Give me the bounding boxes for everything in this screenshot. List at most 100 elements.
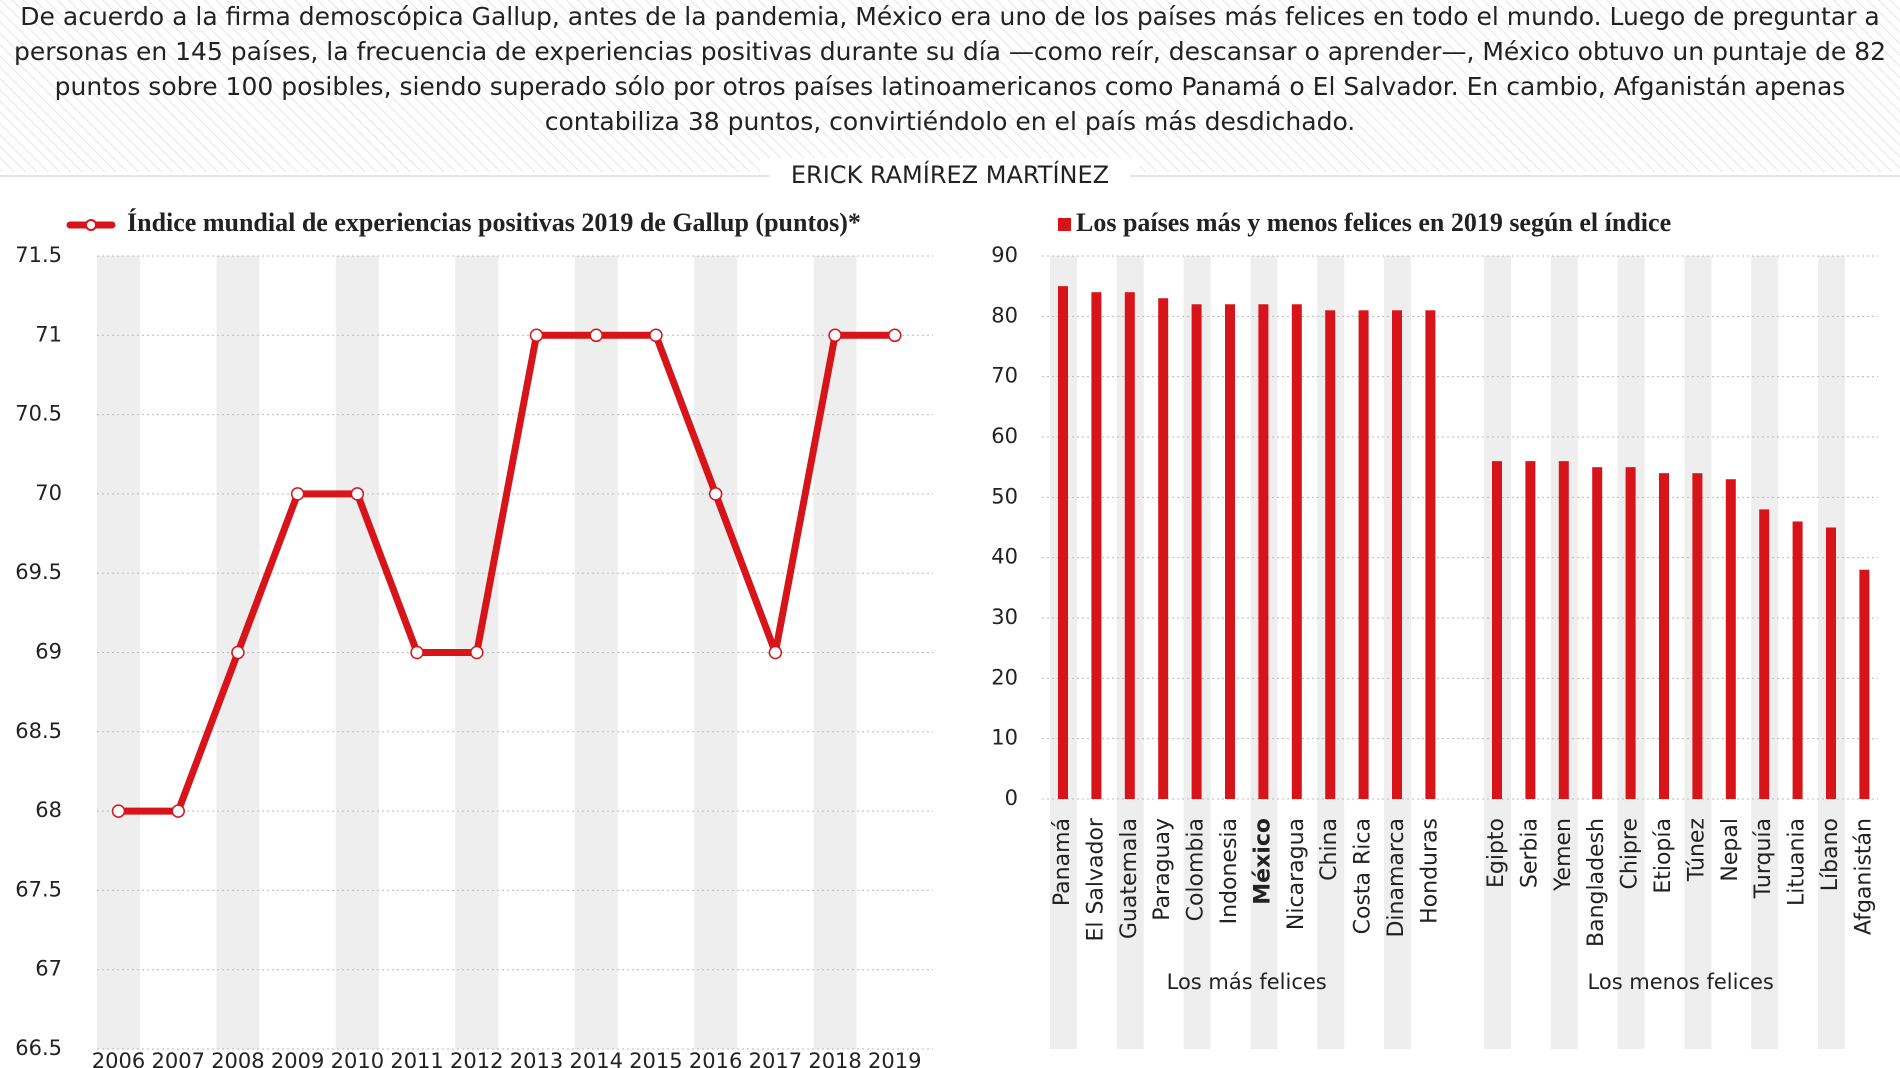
y-tick-label: 67.5 <box>15 877 62 901</box>
y-tick-label: 80 <box>991 303 1018 327</box>
x-tick-label: Nicaragua <box>1284 818 1309 930</box>
bar <box>1191 304 1202 799</box>
y-tick-label: 67 <box>35 957 62 981</box>
point <box>888 328 902 343</box>
x-tick-label: 2007 <box>151 1049 204 1068</box>
y-tick-label: 70 <box>35 481 62 505</box>
point <box>649 328 663 343</box>
x-tick-label: Líbano <box>1818 818 1843 891</box>
x-tick-label: Panamá <box>1050 818 1075 906</box>
y-tick-label: 10 <box>991 726 1018 750</box>
legend-marker <box>1058 218 1071 231</box>
x-tick-label: Honduras <box>1417 818 1442 924</box>
x-tick-label: Turquía <box>1751 818 1776 899</box>
x-tick-label: 2013 <box>510 1049 563 1068</box>
bar <box>1225 304 1235 799</box>
x-tick-label: Yemen <box>1551 818 1576 892</box>
bar <box>1425 310 1436 799</box>
bar <box>1625 467 1636 799</box>
x-tick-label: Serbia <box>1517 818 1542 888</box>
x-tick-label: Lituania <box>1785 818 1810 906</box>
x-tick-label: Dinamarca <box>1384 818 1409 938</box>
intro-line: puntos sobre 100 posibles, siendo supera… <box>55 72 1846 101</box>
byline: ERICK RAMÍREZ MARTÍNEZ <box>791 160 1109 189</box>
point <box>589 328 603 343</box>
point <box>768 645 783 660</box>
y-tick-label: 66.5 <box>15 1036 62 1060</box>
y-tick-label: 20 <box>991 665 1018 689</box>
intro-line: personas en 145 países, la frecuencia de… <box>14 37 1886 66</box>
x-tick-label: 2008 <box>211 1049 264 1068</box>
bar <box>1792 521 1803 799</box>
point <box>231 645 245 660</box>
bar <box>1091 292 1102 799</box>
group-label: Los menos felices <box>1588 970 1774 994</box>
point <box>111 804 126 818</box>
x-tick-label: México <box>1250 818 1275 905</box>
bar <box>1291 304 1302 799</box>
x-tick-label: Indonesia <box>1217 818 1242 924</box>
x-tick-label: El Salvador <box>1083 817 1108 941</box>
y-tick-label: 90 <box>991 243 1018 267</box>
bar <box>1725 479 1736 799</box>
point <box>529 328 544 343</box>
y-tick-label: 71 <box>35 322 62 346</box>
bar <box>1358 310 1369 799</box>
bar <box>1859 569 1870 799</box>
y-tick-label: 68 <box>35 798 62 822</box>
x-tick-label: Chipre <box>1618 818 1643 889</box>
x-tick-label: Paraguay <box>1150 818 1175 921</box>
bar <box>1659 473 1669 799</box>
x-tick-label: Nepal <box>1718 818 1743 882</box>
x-tick-label: 2011 <box>390 1049 443 1068</box>
bar <box>1826 527 1836 799</box>
point <box>708 487 723 501</box>
bar <box>1558 461 1569 799</box>
line <box>118 331 895 815</box>
bar <box>1492 461 1502 799</box>
group-label: Los más felices <box>1167 970 1327 994</box>
intro-line: De acuerdo a la firma demoscópica Gallup… <box>20 2 1879 31</box>
x-tick-label: 2012 <box>450 1049 503 1068</box>
point <box>290 487 305 501</box>
point <box>470 645 484 660</box>
x-tick-label: 2009 <box>271 1049 324 1068</box>
column-band <box>813 256 857 1049</box>
y-tick-label: 30 <box>991 605 1018 629</box>
x-tick-label: 2017 <box>749 1049 802 1068</box>
legend-label: Índice mundial de experiencias positivas… <box>127 208 861 237</box>
intro-line: contabiliza 38 puntos, convirtiéndolo en… <box>545 107 1356 136</box>
x-tick-label: China <box>1317 818 1342 881</box>
x-tick-label: Colombia <box>1184 818 1209 921</box>
column-band <box>694 256 738 1049</box>
x-tick-label: Guatemala <box>1117 818 1142 939</box>
x-tick-label: Etiopía <box>1651 818 1676 894</box>
x-tick-label: 2016 <box>689 1049 742 1068</box>
x-tick-label: 2015 <box>629 1049 682 1068</box>
y-tick-label: 40 <box>991 545 1018 569</box>
y-tick-label: 69.5 <box>15 560 62 584</box>
x-tick-label: 2014 <box>569 1049 622 1068</box>
x-tick-label: 2006 <box>92 1049 145 1068</box>
bar <box>1058 286 1068 800</box>
chart-title: Los países más y menos felices en 2019 s… <box>1076 208 1671 237</box>
x-tick-label: Afganistán <box>1851 818 1876 935</box>
y-tick-label: 68.5 <box>15 719 62 743</box>
header-background <box>0 0 1900 172</box>
x-tick-label: 2018 <box>808 1049 861 1068</box>
point <box>410 645 424 660</box>
y-tick-label: 50 <box>991 484 1018 508</box>
x-tick-label: Egipto <box>1484 818 1509 888</box>
point <box>171 804 185 818</box>
bar <box>1392 310 1402 799</box>
x-tick-label: 2019 <box>868 1049 921 1068</box>
y-tick-label: 70.5 <box>15 402 62 426</box>
x-tick-label: Túnez <box>1684 818 1709 882</box>
legend-marker <box>85 219 97 231</box>
point <box>350 487 365 501</box>
point <box>828 328 842 343</box>
bar <box>1692 473 1703 799</box>
y-tick-label: 60 <box>991 424 1018 448</box>
x-tick-label: Costa Rica <box>1351 818 1376 934</box>
bar <box>1124 292 1135 799</box>
